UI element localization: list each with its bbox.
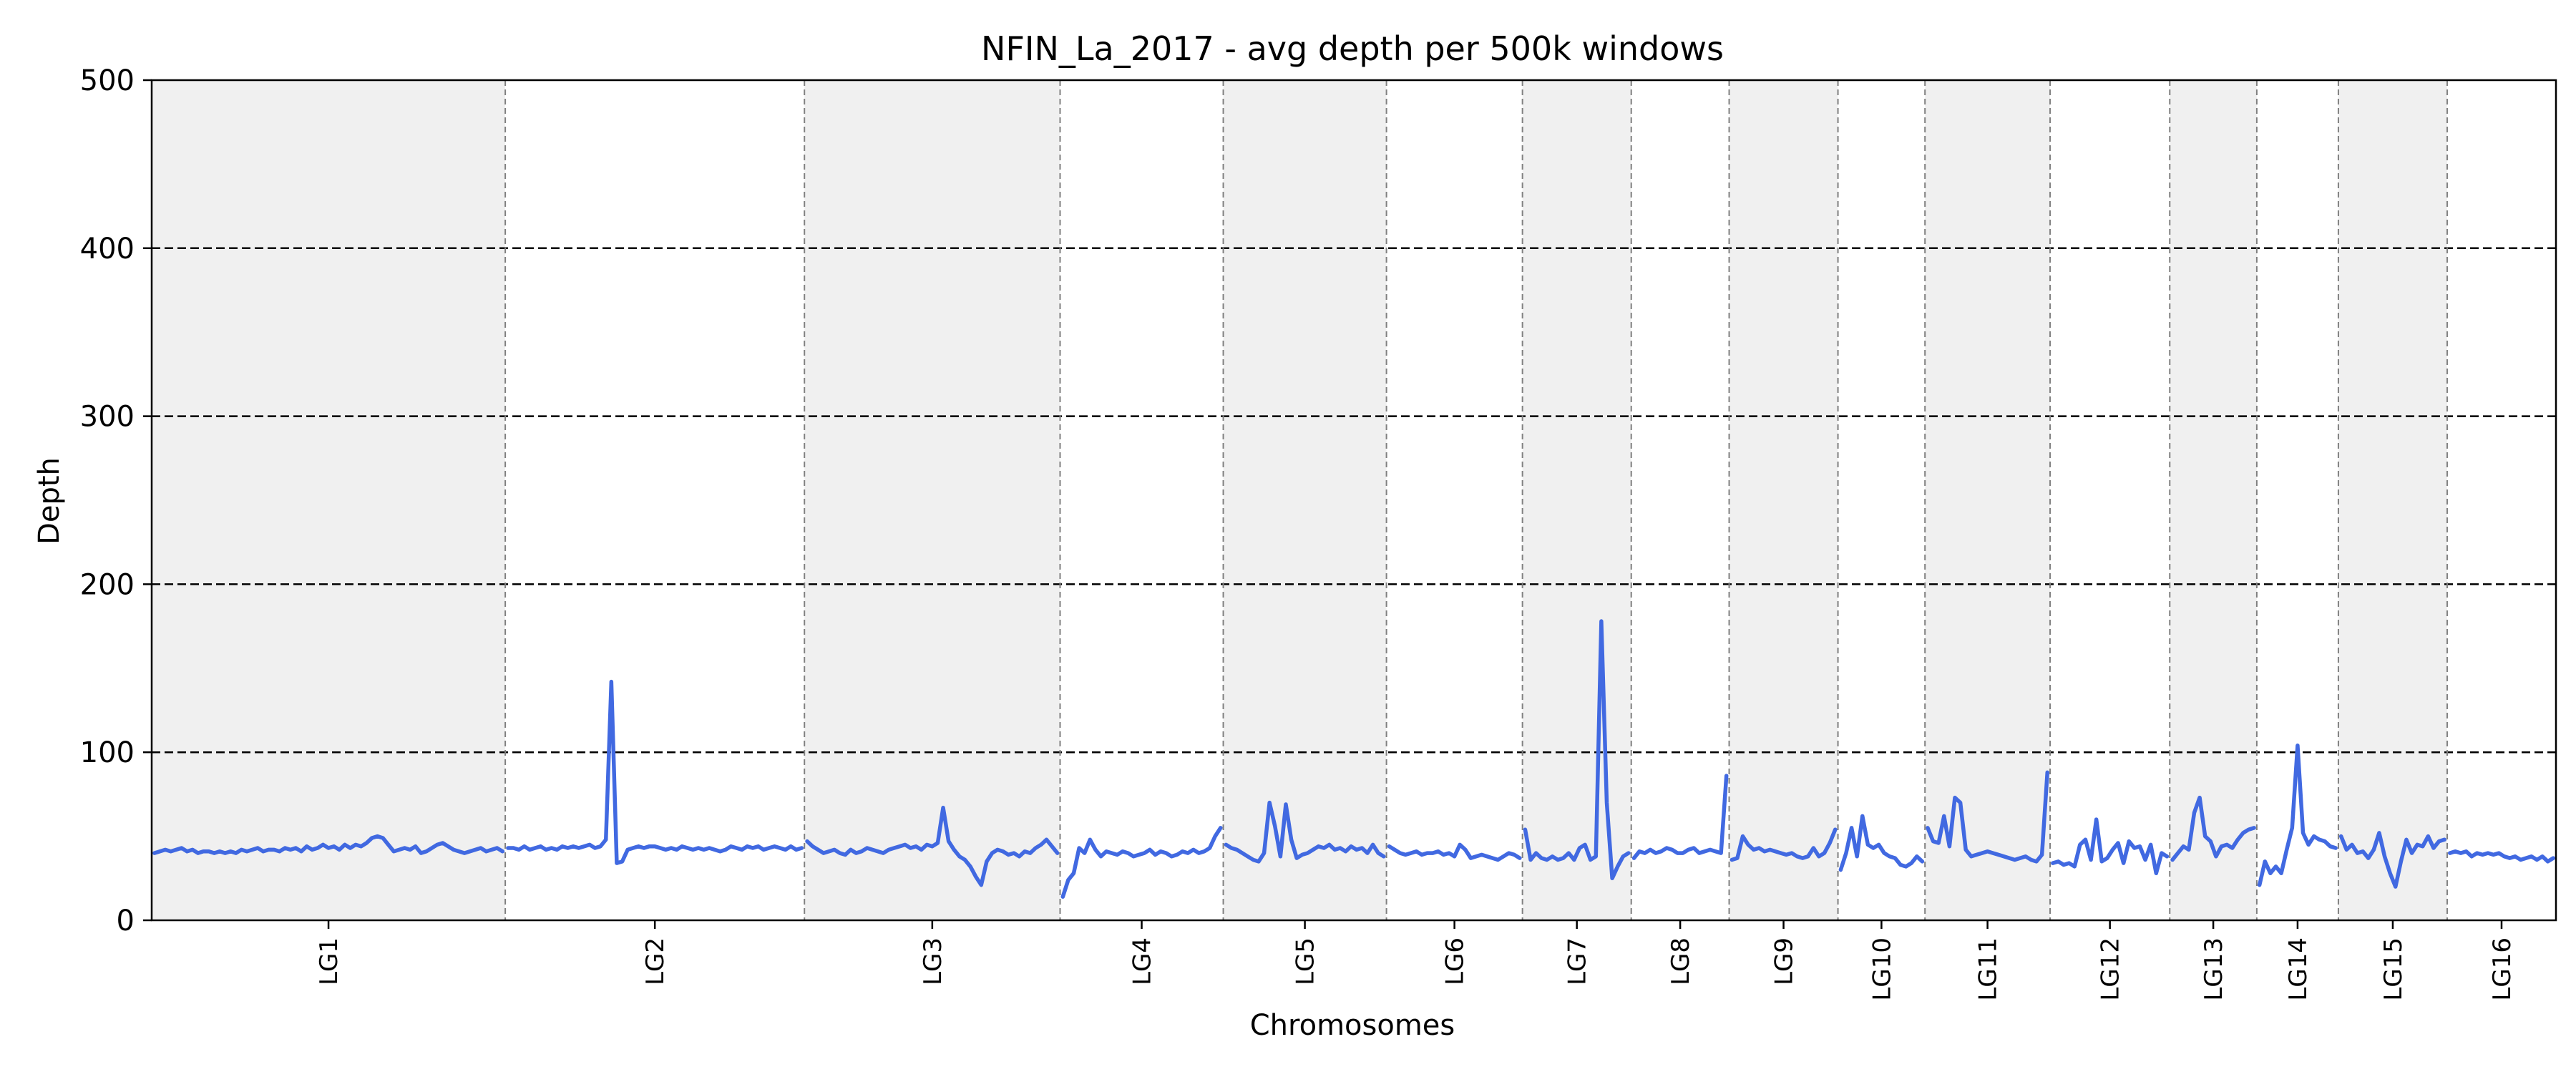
x-tick-label-lg3: LG3 [919,937,947,985]
series-line-lg10 [1838,814,1925,872]
chromosome-band-lg11 [1925,80,2051,920]
chromosome-shading [152,80,2447,920]
series-line-lg6 [1387,842,1522,862]
y-tick-label-100: 100 [80,736,135,769]
chromosome-band-lg13 [2170,80,2257,920]
series-line-lg16 [2448,849,2555,864]
series-line-lg13 [2170,795,2256,862]
y-tick-label-500: 500 [80,64,135,97]
series-line-lg15 [2338,831,2446,889]
chromosome-band-lg1 [152,80,506,920]
x-axis-label: Chromosomes [1250,1009,1455,1042]
series-line-lg4 [1060,826,1223,899]
x-tick-label-lg8: LG8 [1667,937,1695,985]
chromosome-band-lg5 [1223,80,1387,920]
series-line-lg12 [2051,817,2170,876]
y-tick-label-400: 400 [80,233,135,265]
chromosome-band-lg15 [2338,80,2447,920]
x-tick-label-lg6: LG6 [1441,937,1470,985]
series-line-lg7 [1523,619,1631,881]
series-line-lg11 [1926,770,2049,864]
x-tick-label-lg2: LG2 [641,937,670,985]
chromosome-band-lg3 [804,80,1060,920]
series-line-lg3 [805,805,1060,887]
x-tick-label-lg13: LG13 [2200,937,2228,1001]
x-tick-label-lg15: LG15 [2379,937,2408,1001]
series-line-lg5 [1224,800,1386,864]
x-axis-ticks: LG1 LG2 LG3 LG4 LG5 LG6 LG7 LG8 LG9 LG10 LG11 LG12 L… [315,920,2517,1001]
y-tick-label-0: 0 [117,905,135,937]
x-tick-label-lg9: LG9 [1770,937,1799,985]
x-tick-label-lg11: LG11 [1974,937,2003,1001]
x-tick-label-lg4: LG4 [1128,937,1157,985]
depth-series [152,619,2555,899]
x-tick-label-lg10: LG10 [1868,937,1896,1001]
x-tick-label-lg5: LG5 [1292,937,1320,985]
series-line-lg1 [152,834,505,855]
x-tick-label-lg7: LG7 [1563,937,1592,985]
y-tick-label-300: 300 [80,401,135,434]
chart-title: NFIN_La_2017 - avg depth per 500k window… [981,29,1724,68]
x-tick-label-lg14: LG14 [2284,937,2313,1001]
plot-frame [150,79,2557,922]
x-tick-label-lg12: LG12 [2097,937,2125,1001]
chromosome-band-lg7 [1522,80,1631,920]
x-tick-label-lg16: LG16 [2488,937,2517,1001]
y-axis-label: Depth [33,457,66,545]
x-tick-label-lg1: LG1 [315,937,343,985]
chromosome-band-lg9 [1729,80,1838,920]
y-tick-label-200: 200 [80,568,135,601]
series-line-lg9 [1729,827,1838,862]
y-axis-ticks: 0 100 200 300 400 500 [80,64,152,937]
reference-lines [152,247,2556,754]
series-line-lg8 [1631,774,1729,860]
series-line-lg14 [2257,744,2338,887]
chromosome-boundaries [504,80,2448,920]
series-line-lg2 [506,679,804,865]
